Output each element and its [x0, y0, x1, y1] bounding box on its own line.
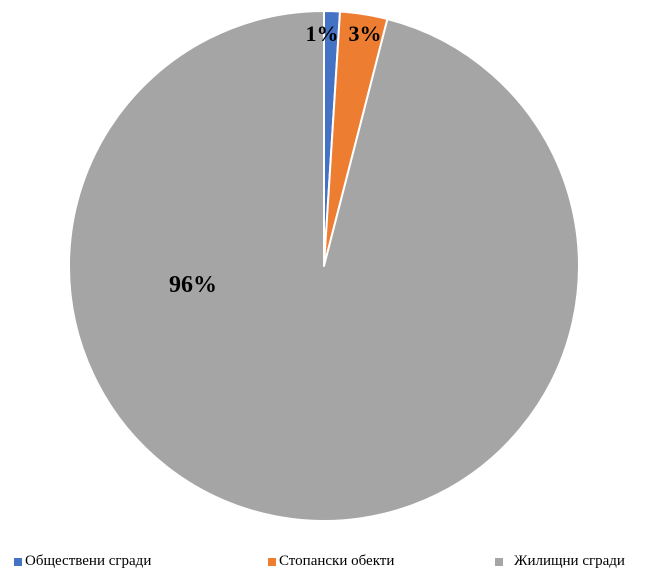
slice-label-zhilishtni: 96%: [169, 272, 217, 298]
legend-item-zhilishtni: Жилищни сгради: [495, 553, 625, 570]
pie-slices: [68, 10, 580, 522]
chart-legend: Обществени сгради Стопански обекти Жилищ…: [0, 553, 667, 574]
legend-label-zhilishtni: Жилищни сгради: [514, 553, 625, 569]
legend-item-obshtestveni: Обществени сгради: [14, 553, 151, 570]
slice-label-obshtestveni: 1%: [306, 21, 339, 46]
legend-swatch-stopanski: [268, 557, 276, 566]
legend-label-stopanski: Стопански обекти: [279, 553, 395, 569]
legend-swatch-zhilishtni: [495, 557, 503, 566]
slice-zhilishtni: [68, 10, 580, 522]
legend-item-stopanski: Стопански обекти: [268, 553, 394, 570]
pie-data-labels: 1% 3% 96%: [169, 21, 382, 298]
slice-label-stopanski: 3%: [349, 21, 382, 46]
legend-label-obshtestveni: Обществени сгради: [25, 553, 152, 569]
legend-swatch-obshtestveni: [14, 557, 22, 566]
